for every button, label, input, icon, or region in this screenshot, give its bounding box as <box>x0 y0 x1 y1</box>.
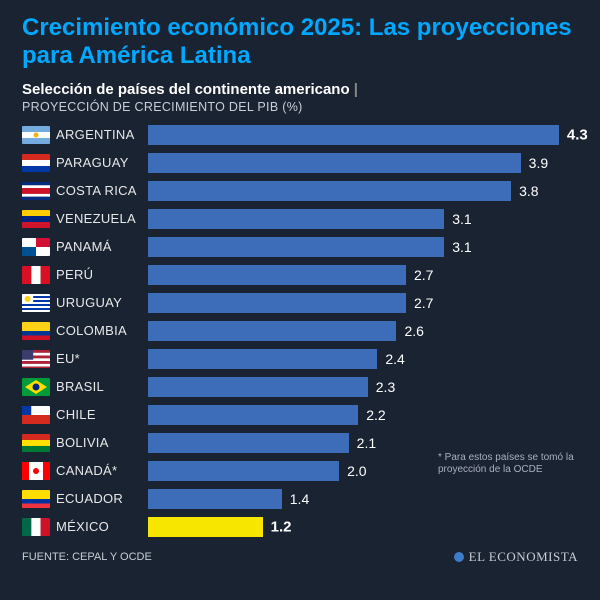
bar-zone: 2.3 <box>148 377 578 397</box>
bar <box>148 433 349 453</box>
country-label: COLOMBIA <box>56 323 148 338</box>
value-label: 2.7 <box>414 267 433 283</box>
chart-row: COLOMBIA 2.6 <box>22 318 578 343</box>
value-label: 2.3 <box>376 379 395 395</box>
bar-zone: 2.7 <box>148 265 578 285</box>
flag-icon <box>22 518 50 536</box>
country-label: CANADÁ* <box>56 463 148 478</box>
chart-row: ARGENTINA4.3 <box>22 122 578 147</box>
bar <box>148 405 358 425</box>
bar <box>148 125 559 145</box>
flag-icon <box>22 406 50 424</box>
bar-zone: 2.7 <box>148 293 578 313</box>
value-label: 4.3 <box>567 126 588 143</box>
bar-zone: 2.1 <box>148 433 578 453</box>
bar-zone: 1.4 <box>148 489 578 509</box>
country-label: BRASIL <box>56 379 148 394</box>
chart-row: ECUADOR 1.4 <box>22 486 578 511</box>
flag-icon <box>22 154 50 172</box>
chart-row: BRASIL 2.3 <box>22 374 578 399</box>
bar <box>148 489 282 509</box>
value-label: 3.8 <box>519 183 538 199</box>
bar <box>148 265 406 285</box>
flag-icon <box>22 266 50 284</box>
subtitle-block: Selección de países del continente ameri… <box>22 81 578 114</box>
brand-logo-icon <box>454 552 464 562</box>
country-label: ARGENTINA <box>56 127 148 142</box>
country-label: MÉXICO <box>56 519 148 534</box>
bar-zone: 3.8 <box>148 181 578 201</box>
bar <box>148 209 444 229</box>
bar-zone: 2.6 <box>148 321 578 341</box>
chart-row: PANAMÁ 3.1 <box>22 234 578 259</box>
value-label: 1.2 <box>271 518 292 535</box>
bar <box>148 349 377 369</box>
flag-icon <box>22 210 50 228</box>
flag-icon <box>22 294 50 312</box>
value-label: 2.4 <box>385 351 404 367</box>
bar-zone: 2.2 <box>148 405 578 425</box>
chart-row: PERÚ 2.7 <box>22 262 578 287</box>
bar-zone: 4.3 <box>148 125 578 145</box>
country-label: VENEZUELA <box>56 211 148 226</box>
bar-zone: 3.1 <box>148 209 578 229</box>
brand: EL ECONOMISTA <box>454 549 578 565</box>
value-label: 2.0 <box>347 463 366 479</box>
flag-icon <box>22 490 50 508</box>
bar <box>148 461 339 481</box>
bar <box>148 517 263 537</box>
flag-icon <box>22 434 50 452</box>
flag-icon <box>22 350 50 368</box>
chart-title: Crecimiento económico 2025: Las proyecci… <box>22 14 578 69</box>
country-label: CHILE <box>56 407 148 422</box>
value-label: 3.9 <box>529 155 548 171</box>
chart-row: COSTA RICA 3.8 <box>22 178 578 203</box>
bar-zone: 3.9 <box>148 153 578 173</box>
bar-zone: 1.2 <box>148 517 578 537</box>
chart-row: CHILE 2.2 <box>22 402 578 427</box>
bar <box>148 181 511 201</box>
bar <box>148 377 368 397</box>
bar-zone: 2.4 <box>148 349 578 369</box>
value-label: 3.1 <box>452 211 471 227</box>
chart-row: EU* 2.4 <box>22 346 578 371</box>
chart-row: VENEZUELA 3.1 <box>22 206 578 231</box>
country-label: COSTA RICA <box>56 183 148 198</box>
flag-icon <box>22 462 50 480</box>
subtitle-1: Selección de países del continente ameri… <box>22 81 350 98</box>
bar <box>148 321 396 341</box>
flag-icon <box>22 378 50 396</box>
chart-row: URUGUAY 2.7 <box>22 290 578 315</box>
subtitle-separator: | <box>350 81 358 98</box>
country-label: ECUADOR <box>56 491 148 506</box>
subtitle-2: PROYECCIÓN DE CRECIMIENTO DEL PIB (%) <box>22 100 578 114</box>
country-label: URUGUAY <box>56 295 148 310</box>
bar-zone: 3.1 <box>148 237 578 257</box>
brand-text: EL ECONOMISTA <box>469 549 578 565</box>
country-label: PERÚ <box>56 267 148 282</box>
bar <box>148 153 521 173</box>
bar <box>148 293 406 313</box>
country-label: BOLIVIA <box>56 435 148 450</box>
value-label: 1.4 <box>290 491 309 507</box>
bar <box>148 237 444 257</box>
country-label: EU* <box>56 351 148 366</box>
value-label: 2.2 <box>366 407 385 423</box>
bar-chart: ARGENTINA4.3PARAGUAY3.9COSTA RICA3.8VENE… <box>22 122 578 539</box>
flag-icon <box>22 126 50 144</box>
value-label: 2.1 <box>357 435 376 451</box>
value-label: 3.1 <box>452 239 471 255</box>
flag-icon <box>22 238 50 256</box>
source-text: FUENTE: CEPAL Y OCDE <box>22 551 152 563</box>
flag-icon <box>22 322 50 340</box>
flag-icon <box>22 182 50 200</box>
chart-row: PARAGUAY 3.9 <box>22 150 578 175</box>
value-label: 2.6 <box>404 323 423 339</box>
chart-row: MÉXICO 1.2 <box>22 514 578 539</box>
country-label: PANAMÁ <box>56 239 148 254</box>
chart-footnote: * Para estos países se tomó la proyecció… <box>438 452 578 476</box>
footer: FUENTE: CEPAL Y OCDE EL ECONOMISTA <box>22 549 578 565</box>
country-label: PARAGUAY <box>56 155 148 170</box>
value-label: 2.7 <box>414 295 433 311</box>
